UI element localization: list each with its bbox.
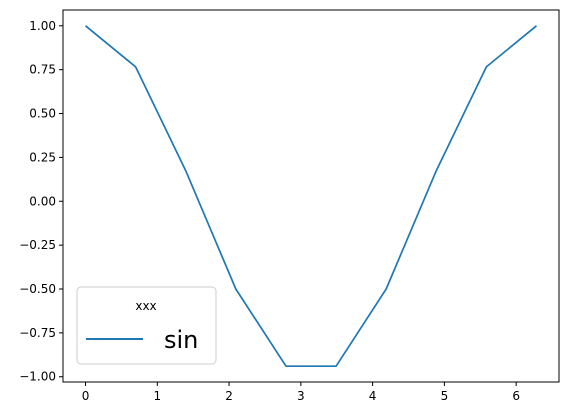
y-tick-label: 0.75	[29, 63, 56, 77]
y-tick-label: −0.75	[19, 326, 56, 340]
series-layer	[85, 25, 537, 368]
x-tick-label: 0	[82, 389, 90, 403]
x-axis: 0 1 2 3 4 5 6	[82, 382, 520, 403]
y-tick-label: 0.00	[29, 194, 56, 208]
y-tick-label: −0.50	[19, 282, 56, 296]
legend-box	[76, 286, 217, 365]
plot-frame	[62, 9, 560, 383]
y-tick-label: 0.50	[29, 107, 56, 121]
y-tick-label: −0.25	[19, 238, 56, 252]
y-tick-label: −1.00	[19, 370, 56, 384]
series-line-sin	[85, 25, 537, 368]
x-tick-label: 1	[153, 389, 161, 403]
y-axis: 1.00 0.75 0.50 0.25 0.00 −0.25 −0.50 −0.75 −1.00	[19, 19, 63, 384]
legend-label-sin: sin	[164, 326, 198, 354]
y-tick-label: 1.00	[29, 19, 56, 33]
legend: xxx sin	[76, 286, 217, 365]
y-tick-label: 0.25	[29, 150, 56, 164]
x-tick-label: 5	[441, 389, 449, 403]
x-tick-label: 3	[297, 389, 305, 403]
x-tick-label: 6	[512, 389, 520, 403]
x-tick-label: 2	[225, 389, 233, 403]
legend-title: xxx	[135, 299, 156, 313]
x-tick-label: 4	[369, 389, 377, 403]
